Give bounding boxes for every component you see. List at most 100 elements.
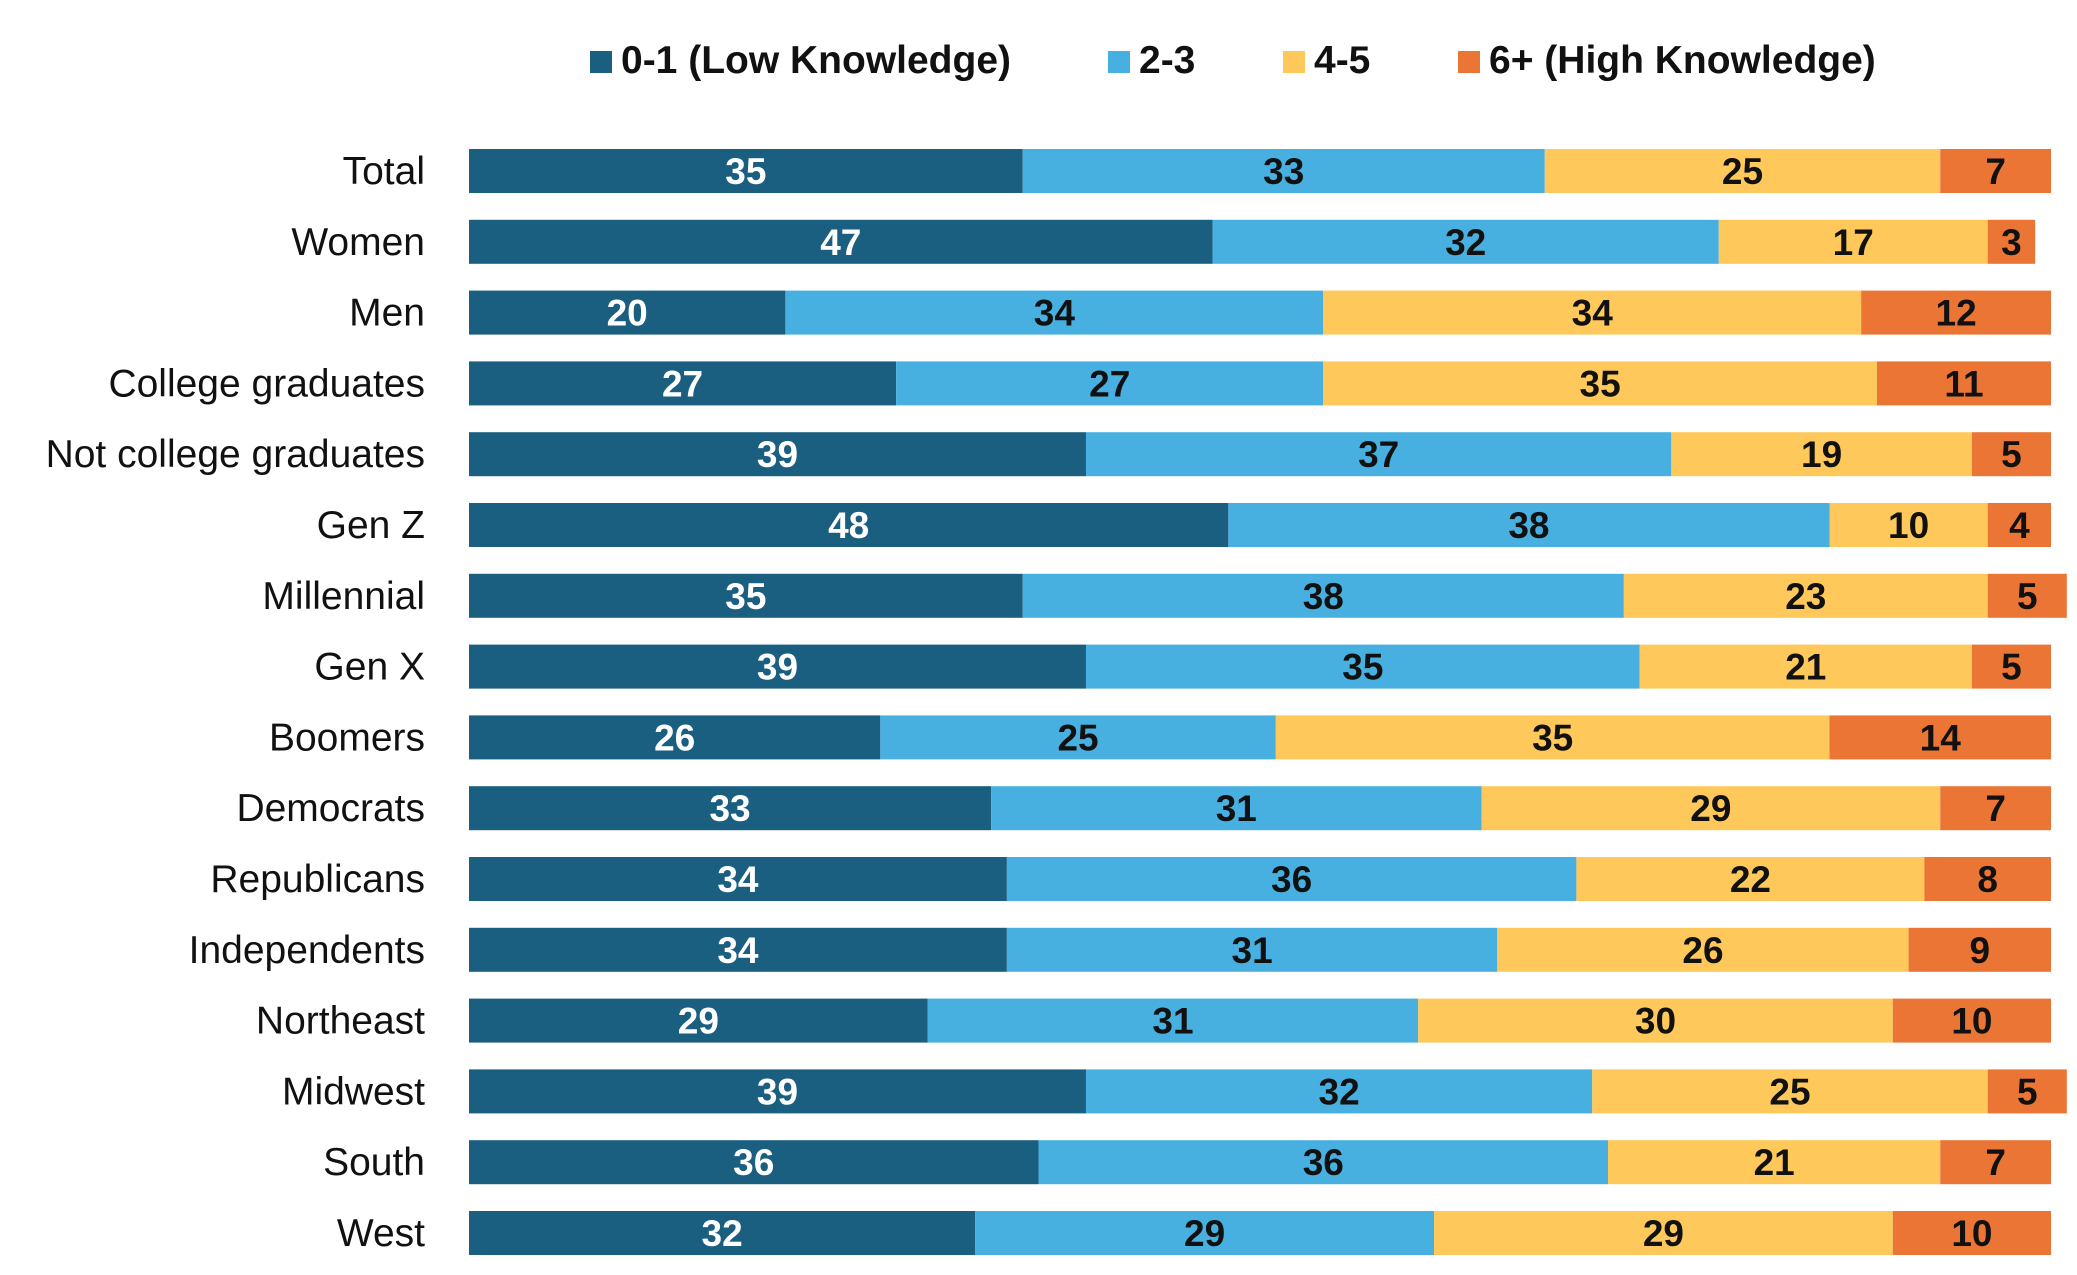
data-label: 25 xyxy=(1057,717,1098,758)
bar-segment-2-3 xyxy=(896,361,1324,406)
data-label: 33 xyxy=(1263,151,1304,192)
bar-segment-4-5 xyxy=(1418,998,1893,1043)
legend-swatch xyxy=(1283,51,1305,73)
bar-segment-4-5 xyxy=(1497,927,1909,972)
data-label: 5 xyxy=(2001,434,2022,475)
data-label: 11 xyxy=(1944,363,1983,404)
data-label: 7 xyxy=(1985,151,2006,192)
data-label: 35 xyxy=(1532,717,1573,758)
bar-segment-0-1-low-knowledge xyxy=(469,998,928,1043)
data-label: 39 xyxy=(757,647,798,688)
bar-row-women: 47 32 17 3 xyxy=(469,219,2036,264)
data-label: 32 xyxy=(1445,222,1486,263)
legend-swatch xyxy=(590,51,612,73)
bar-segment-2-3 xyxy=(880,715,1276,760)
data-label: 5 xyxy=(2017,1071,2038,1112)
bar-segment-0-1-low-knowledge xyxy=(469,644,1086,689)
bar-segment-6-high-knowledge xyxy=(1971,644,2051,689)
data-label: 10 xyxy=(1951,1213,1992,1254)
data-label: 34 xyxy=(1034,293,1076,334)
bar-segment-4-5 xyxy=(1592,1069,1988,1114)
data-label: 31 xyxy=(1216,788,1257,829)
bar-segment-6-high-knowledge xyxy=(1861,290,2051,335)
bar-row-independents: 34 31 26 9 xyxy=(469,927,2051,972)
data-label: 35 xyxy=(725,151,766,192)
bar-segment-6-high-knowledge xyxy=(1892,1211,2051,1255)
data-label: 10 xyxy=(1951,1001,1992,1042)
bar-segment-4-5 xyxy=(1434,1211,1893,1255)
legend-item-0-1-low-knowledge: 0-1 (Low Knowledge) xyxy=(590,39,1011,82)
data-label: 37 xyxy=(1358,434,1399,475)
data-label: 19 xyxy=(1801,434,1842,475)
bar-segment-6-high-knowledge xyxy=(1908,927,2051,972)
bar-segment-6-high-knowledge xyxy=(1892,998,2051,1043)
bar-segment-4-5 xyxy=(1576,857,1925,901)
category-label: Democrats xyxy=(236,787,425,830)
data-label: 4 xyxy=(2009,505,2030,546)
bar-segment-6-high-knowledge xyxy=(1940,149,2051,193)
legend-label: 0-1 (Low Knowledge) xyxy=(621,39,1011,82)
data-label: 33 xyxy=(709,788,750,829)
data-label: 10 xyxy=(1888,505,1929,546)
category-label: Millennial xyxy=(262,575,425,618)
data-label: 29 xyxy=(678,1001,719,1042)
legend-item-6-high-knowledge: 6+ (High Knowledge) xyxy=(1458,39,1876,82)
bar-segment-6-high-knowledge xyxy=(1829,715,2051,760)
bar-segment-6-high-knowledge xyxy=(1876,361,2051,406)
data-label: 30 xyxy=(1635,1001,1676,1042)
data-label: 36 xyxy=(1303,1142,1344,1183)
data-label: 39 xyxy=(757,1071,798,1112)
bar-segment-2-3 xyxy=(1212,219,1719,264)
category-label: Independents xyxy=(189,929,425,972)
bar-row-not-college-graduates: 39 37 19 5 xyxy=(469,432,2051,477)
bar-row-northeast: 29 31 30 10 xyxy=(469,998,2051,1043)
legend-label: 4-5 xyxy=(1314,39,1370,82)
bar-row-boomers: 26 25 35 14 xyxy=(469,715,2051,760)
data-label: 7 xyxy=(1985,1142,2006,1183)
data-label: 32 xyxy=(702,1213,743,1254)
data-label: 27 xyxy=(1089,363,1130,404)
bar-segment-4-5 xyxy=(1718,219,1988,264)
bar-segment-2-3 xyxy=(1022,573,1624,618)
bar-row-democrats: 33 31 29 7 xyxy=(469,786,2051,831)
bar-segment-0-1-low-knowledge xyxy=(469,927,1007,972)
bar-segment-6-high-knowledge xyxy=(1987,219,2036,264)
bar-segment-4-5 xyxy=(1323,361,1877,406)
data-label: 34 xyxy=(1572,293,1614,334)
bar-segment-4-5 xyxy=(1623,573,1988,618)
category-label: Boomers xyxy=(269,716,425,759)
bar-segment-2-3 xyxy=(1085,1069,1593,1114)
data-label: 21 xyxy=(1785,647,1826,688)
bar-row-west: 32 29 29 10 xyxy=(469,1211,2051,1255)
bar-segment-2-3 xyxy=(1085,432,1672,477)
bar-row-total: 35 33 25 7 xyxy=(469,149,2051,193)
bar-row-south: 36 36 21 7 xyxy=(469,1140,2051,1185)
bar-segment-2-3 xyxy=(991,786,1482,831)
bar-row-republicans: 34 36 22 8 xyxy=(469,857,2051,901)
category-label: South xyxy=(323,1141,425,1184)
data-label: 3 xyxy=(2001,222,2022,263)
bar-segment-4-5 xyxy=(1544,149,1941,193)
data-label: 39 xyxy=(757,434,798,475)
bar-segment-0-1-low-knowledge xyxy=(469,149,1023,193)
bar-segment-2-3 xyxy=(1022,149,1545,193)
data-label: 32 xyxy=(1319,1071,1360,1112)
bar-segment-0-1-low-knowledge xyxy=(469,503,1229,547)
category-label: College graduates xyxy=(108,362,425,405)
bar-segment-0-1-low-knowledge xyxy=(469,1069,1086,1114)
bar-segment-4-5 xyxy=(1481,786,1941,831)
category-label: Total xyxy=(343,150,425,193)
bar-segment-0-1-low-knowledge xyxy=(469,1140,1039,1185)
bar-segment-4-5 xyxy=(1639,644,1972,689)
bar-segment-0-1-low-knowledge xyxy=(469,715,881,760)
category-label: Republicans xyxy=(210,858,425,901)
data-label: 47 xyxy=(820,222,861,263)
data-label: 31 xyxy=(1152,1001,1193,1042)
bar-segment-2-3 xyxy=(1085,644,1640,689)
bar-row-midwest: 39 32 25 5 xyxy=(469,1069,2067,1114)
data-label: 36 xyxy=(733,1142,774,1183)
bar-segment-2-3 xyxy=(1228,503,1830,547)
legend-label: 2-3 xyxy=(1139,39,1195,82)
bar-segment-6-high-knowledge xyxy=(1940,786,2051,831)
data-label: 29 xyxy=(1184,1213,1225,1254)
